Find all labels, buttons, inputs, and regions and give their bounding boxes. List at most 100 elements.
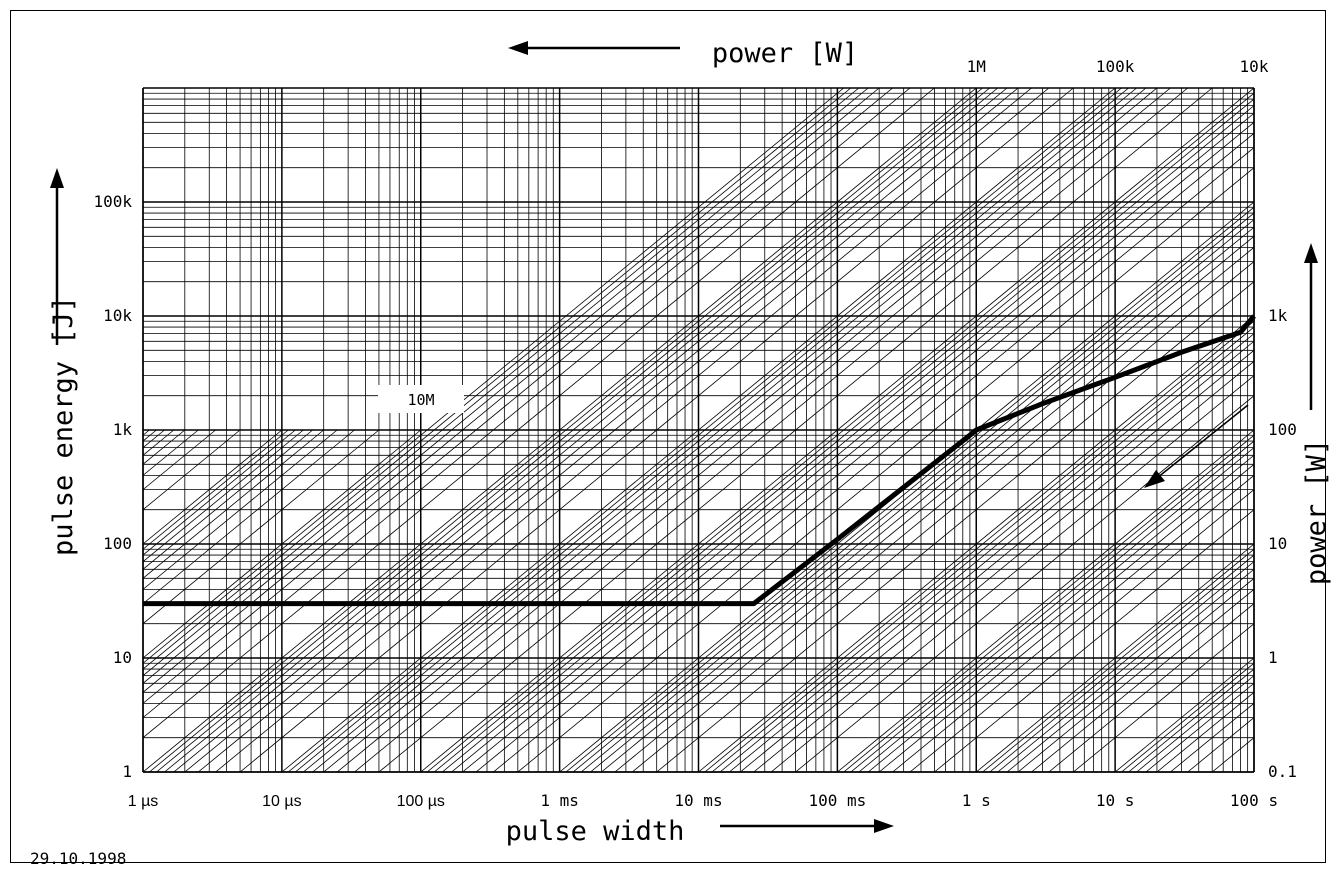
power-line: [143, 429, 324, 579]
x-tick-label: 1 s: [962, 791, 991, 810]
power-line: [1128, 668, 1254, 772]
x-tick-label: 100 s: [1230, 791, 1278, 810]
power-line: [493, 147, 1254, 772]
power-line: [934, 509, 1254, 772]
power-line: [982, 548, 1254, 772]
power-line: [451, 112, 1254, 772]
power-line: [753, 361, 1254, 772]
power-line: [631, 261, 1254, 772]
power-line: [143, 429, 304, 562]
major-grid: [142, 87, 1255, 773]
power-line: [143, 88, 880, 693]
power-line: [909, 489, 1254, 772]
power-line: [878, 464, 1254, 772]
right-power-tick-label: 100: [1268, 420, 1297, 439]
bottom-arrow-right: [720, 819, 894, 833]
right-power-tick-labels: 1k 100 10 1 0.1: [1268, 306, 1297, 781]
power-line: [517, 167, 1254, 772]
y-axis-title: pulse energy [J]: [48, 296, 79, 556]
power-line: [989, 554, 1254, 772]
top-power-tick-labels: 1M 100k 10k: [967, 57, 1269, 76]
power-line: [656, 281, 1254, 772]
y-tick-label: 1: [122, 762, 132, 781]
power-line: [143, 88, 852, 670]
power-line: [143, 88, 860, 676]
power-decade-line: [1114, 657, 1254, 772]
power-line: [1170, 703, 1254, 772]
x-tick-label: 1 µs: [128, 793, 159, 810]
power-line: [719, 333, 1254, 772]
power-line: [1121, 662, 1254, 772]
power-line: [1031, 589, 1254, 772]
power-line: [475, 133, 1254, 772]
power-line: [143, 429, 150, 436]
right-axis-title: power [W]: [1301, 439, 1332, 585]
y-tick-label: 10k: [103, 306, 132, 325]
power-line: [143, 429, 289, 550]
power-line: [143, 429, 199, 476]
inline-power-label-bg: [378, 385, 464, 413]
power-line: [143, 88, 911, 718]
power-line: [143, 88, 893, 704]
power-line: [704, 320, 1254, 772]
power-line: [729, 340, 1254, 772]
power-line: [143, 429, 175, 456]
y-tick-label: 100k: [93, 192, 132, 211]
power-line: [143, 429, 380, 624]
power-line: [433, 98, 1254, 772]
power-line: [850, 440, 1254, 772]
right-power-tick-label: 1: [1268, 648, 1278, 667]
top-arrow-left: [508, 41, 680, 55]
limit-curve: [143, 314, 1256, 607]
power-line: [1048, 603, 1254, 772]
x-tick-label: 100 µs: [397, 793, 445, 810]
x-tick-labels: 1 µs 10 µs 100 µs 1 ms 10 ms 100 ms 1 s 10 s 100…: [128, 791, 1278, 810]
power-line: [740, 350, 1254, 772]
y-tick-label: 1k: [113, 420, 133, 439]
power-line: [795, 395, 1254, 772]
power-line: [1006, 568, 1254, 772]
power-line: [1136, 675, 1254, 772]
power-line: [143, 429, 165, 448]
top-power-tick-label: 1M: [967, 57, 986, 76]
inline-power-label: 10M: [407, 391, 434, 409]
power-line: [997, 561, 1254, 772]
power-line: [442, 105, 1254, 772]
top-power-tick-label: 10k: [1240, 57, 1269, 76]
power-line: [143, 429, 216, 490]
power-line: [426, 92, 1254, 772]
power-line: [143, 429, 157, 442]
right-power-tick-label: 10: [1268, 534, 1287, 553]
power-line: [770, 375, 1254, 772]
top-axis-title: power [W]: [712, 38, 858, 69]
right-power-tick-label: 0.1: [1268, 762, 1297, 781]
power-direction-arrow: [1144, 404, 1249, 488]
power-line: [143, 429, 355, 604]
y-tick-label: 10: [113, 648, 132, 667]
x-tick-label: 1 ms: [540, 791, 579, 810]
power-line: [867, 454, 1254, 772]
power-line: [580, 219, 1254, 772]
power-line: [1145, 682, 1254, 772]
power-line: [143, 429, 186, 465]
power-line: [892, 475, 1254, 772]
power-line: [601, 236, 1254, 772]
power-line: [858, 447, 1254, 772]
power-line: [143, 88, 844, 664]
x-tick-label: 10 µs: [262, 793, 301, 810]
series-layer: [143, 314, 1256, 607]
top-power-tick-label: 100k: [1096, 57, 1135, 76]
power-line: [1017, 578, 1254, 772]
power-line: [143, 429, 313, 570]
power-line: [1156, 692, 1254, 772]
power-line: [711, 326, 1254, 772]
power-line: [565, 206, 1254, 772]
right-power-tick-label: 1k: [1268, 306, 1288, 325]
power-line: [143, 88, 935, 738]
x-tick-label: 10 ms: [674, 791, 722, 810]
x-tick-label: 100 ms: [808, 791, 866, 810]
power-line: [143, 429, 296, 556]
power-line: [462, 122, 1254, 772]
power-line: [572, 212, 1254, 772]
